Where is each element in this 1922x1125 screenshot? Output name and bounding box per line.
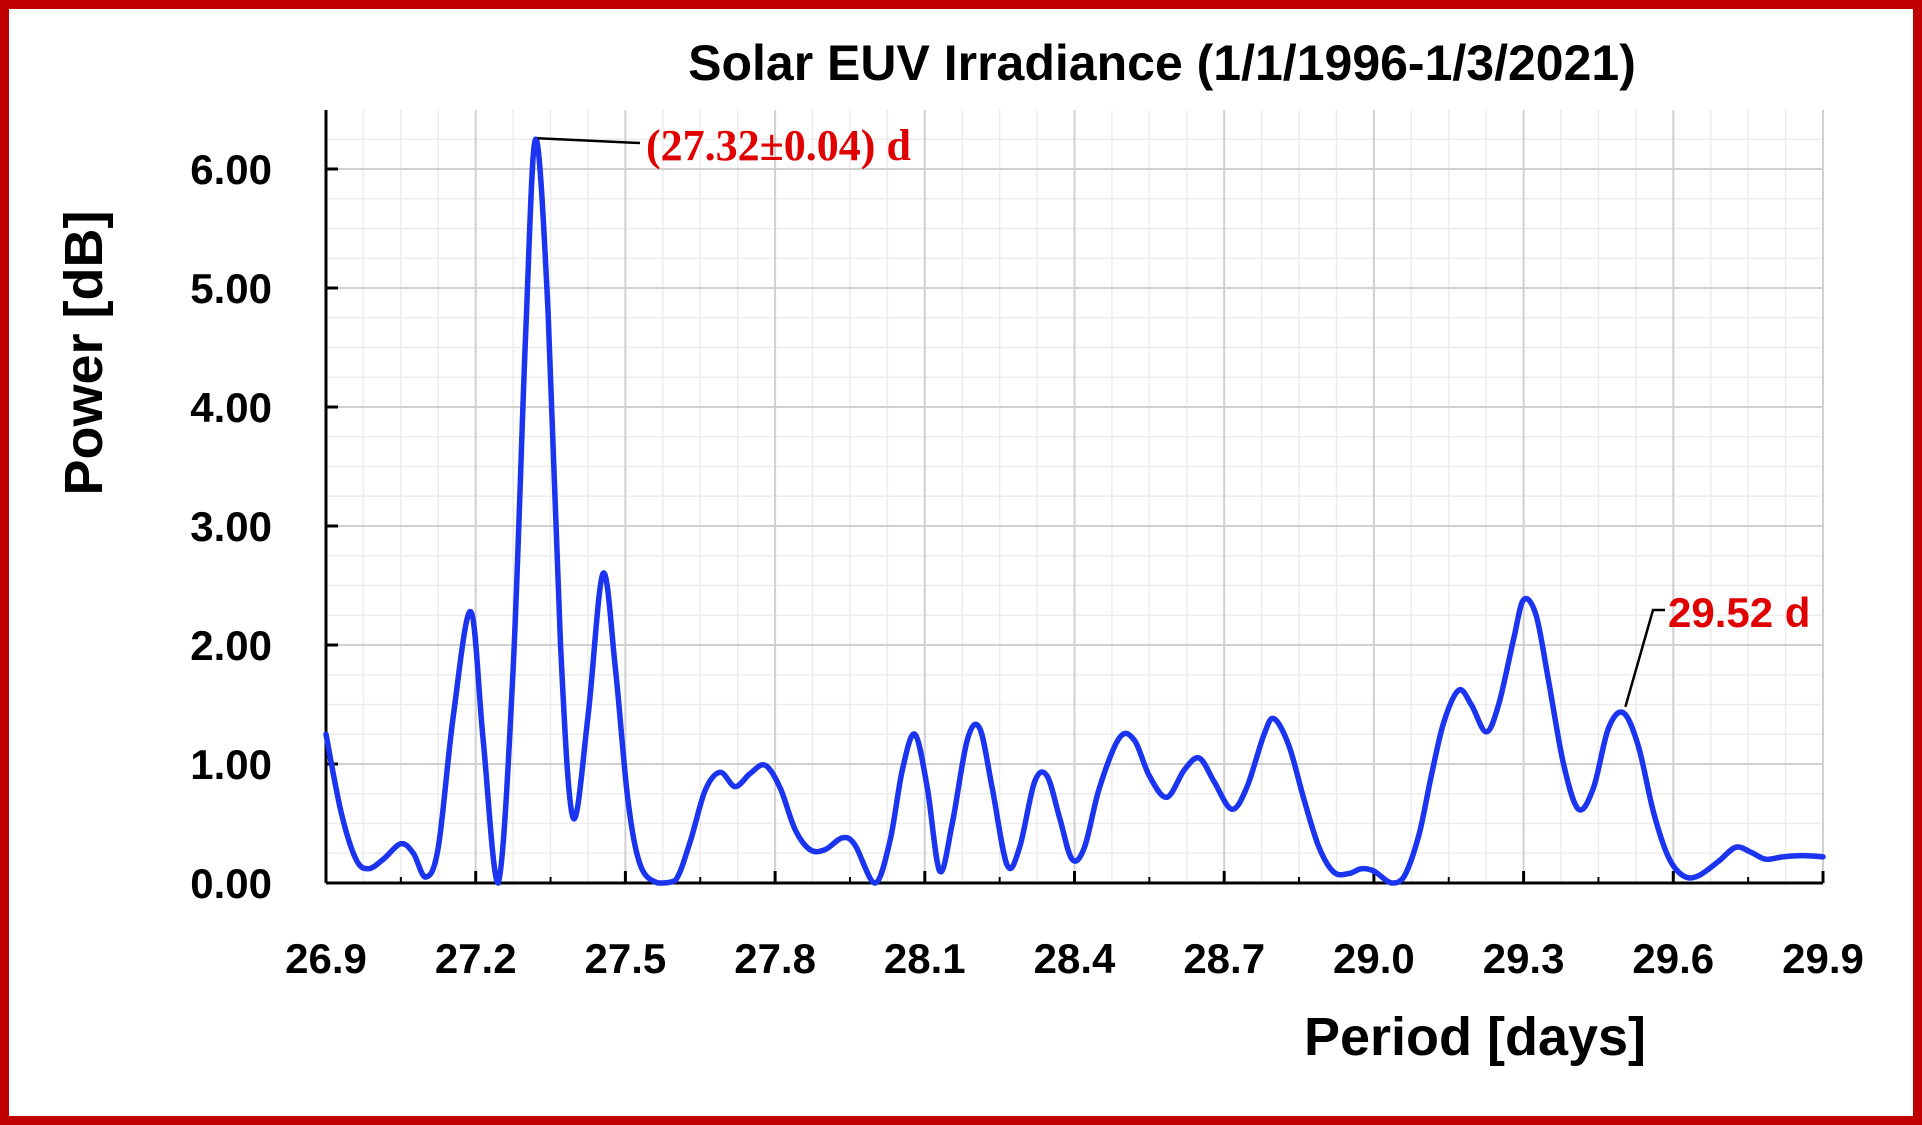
x-axis-label: Period [days] [1304,1007,1646,1067]
x-tick-label: 26.9 [285,935,367,982]
series-layer [323,136,1826,886]
y-tick-label: 2.00 [190,622,272,669]
x-tick-label: 28.7 [1183,935,1265,982]
x-tick-label: 27.8 [734,935,816,982]
annotation-leader-secondary-peak [1624,608,1665,708]
annotation-main-peak: (27.32±0.04) d [646,121,911,170]
y-tick-label: 4.00 [190,384,272,431]
axes [324,110,1825,885]
x-tick-label: 27.2 [435,935,517,982]
y-tick-label: 0.00 [190,860,272,907]
x-tick-label: 29.9 [1782,935,1864,982]
y-axis-label: Power [dB] [54,210,114,495]
x-tick-label: 29.0 [1333,935,1415,982]
x-tick-label: 27.5 [585,935,667,982]
annotation-leader-main-peak [537,137,641,145]
tick-labels: 26.9 27.2 27.5 27.8 28.1 28.4 28.7 29.0 29.3 29.6… [190,146,1864,982]
annotation-secondary-peak: 29.52 d [1668,589,1810,636]
annotations-layer: (27.32±0.04) d 29.52 d [537,121,1810,708]
chart-title: Solar EUV Irradiance (1/1/1996-1/3/2021) [688,35,1636,91]
x-tick-label: 28.1 [884,935,966,982]
x-tick-label: 28.4 [1034,935,1116,982]
y-tick-label: 6.00 [190,146,272,193]
series-line [323,136,1826,886]
y-tick-label: 5.00 [190,265,272,312]
y-tick-label: 3.00 [190,503,272,550]
x-tick-label: 29.3 [1483,935,1565,982]
x-tick-label: 29.6 [1632,935,1714,982]
y-tick-label: 1.00 [190,741,272,788]
